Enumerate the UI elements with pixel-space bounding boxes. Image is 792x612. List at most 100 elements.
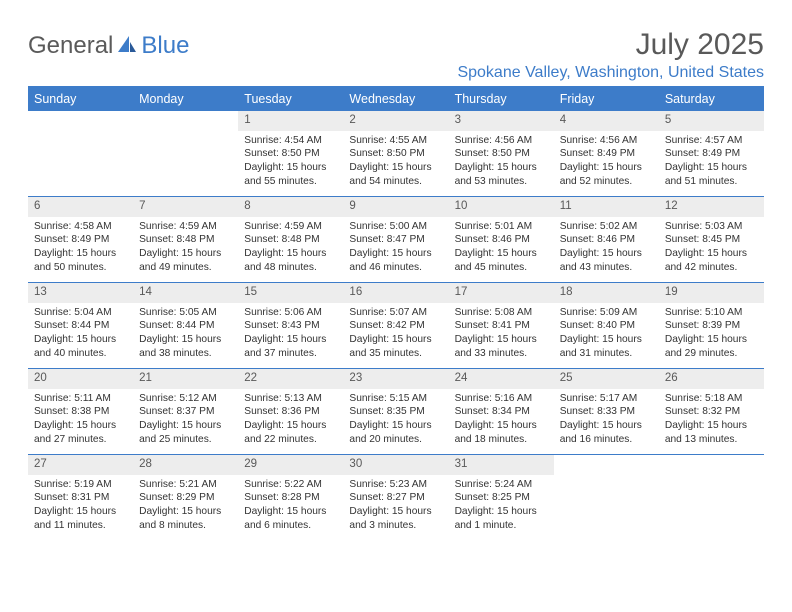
calendar-day-cell: 25Sunrise: 5:17 AMSunset: 8:33 PMDayligh… — [554, 369, 659, 455]
daylight-text: Daylight: 15 hours and 42 minutes. — [665, 247, 758, 275]
daylight-text: Daylight: 15 hours and 49 minutes. — [139, 247, 232, 275]
day-number: 5 — [659, 111, 764, 131]
calendar-day-cell: . — [659, 455, 764, 541]
day-number: 30 — [343, 455, 448, 475]
daylight-text: Daylight: 15 hours and 8 minutes. — [139, 505, 232, 533]
sunrise-text: Sunrise: 4:58 AM — [34, 220, 127, 234]
weekday-header: Saturday — [659, 87, 764, 111]
day-details: Sunrise: 5:07 AMSunset: 8:42 PMDaylight:… — [343, 303, 448, 365]
day-number: 16 — [343, 283, 448, 303]
sunset-text: Sunset: 8:31 PM — [34, 491, 127, 505]
daylight-text: Daylight: 15 hours and 50 minutes. — [34, 247, 127, 275]
day-number: 12 — [659, 197, 764, 217]
sunset-text: Sunset: 8:32 PM — [665, 405, 758, 419]
daylight-text: Daylight: 15 hours and 40 minutes. — [34, 333, 127, 361]
calendar-day-cell: . — [133, 111, 238, 197]
sunrise-text: Sunrise: 5:01 AM — [455, 220, 548, 234]
day-number: 6 — [28, 197, 133, 217]
sunrise-text: Sunrise: 4:56 AM — [560, 134, 653, 148]
sunrise-text: Sunrise: 5:00 AM — [349, 220, 442, 234]
daylight-text: Daylight: 15 hours and 52 minutes. — [560, 161, 653, 189]
sunrise-text: Sunrise: 5:11 AM — [34, 392, 127, 406]
day-number: 14 — [133, 283, 238, 303]
sunrise-text: Sunrise: 5:19 AM — [34, 478, 127, 492]
calendar-day-cell: 29Sunrise: 5:22 AMSunset: 8:28 PMDayligh… — [238, 455, 343, 541]
day-details: Sunrise: 5:22 AMSunset: 8:28 PMDaylight:… — [238, 475, 343, 537]
day-details: Sunrise: 5:23 AMSunset: 8:27 PMDaylight:… — [343, 475, 448, 537]
weekday-header: Thursday — [449, 87, 554, 111]
calendar-day-cell: 18Sunrise: 5:09 AMSunset: 8:40 PMDayligh… — [554, 283, 659, 369]
calendar-day-cell: 24Sunrise: 5:16 AMSunset: 8:34 PMDayligh… — [449, 369, 554, 455]
day-number: 7 — [133, 197, 238, 217]
sunset-text: Sunset: 8:33 PM — [560, 405, 653, 419]
day-details: Sunrise: 5:17 AMSunset: 8:33 PMDaylight:… — [554, 389, 659, 451]
sunrise-text: Sunrise: 4:56 AM — [455, 134, 548, 148]
calendar-day-cell: 27 Sunrise: 5:19 AMSunset: 8:31 PMDayligh… — [28, 455, 133, 541]
day-details: Sunrise: 4:58 AMSunset: 8:49 PMDaylight:… — [28, 217, 133, 279]
weekday-header: Friday — [554, 87, 659, 111]
sunrise-text: Sunrise: 5:07 AM — [349, 306, 442, 320]
daylight-text: Daylight: 15 hours and 13 minutes. — [665, 419, 758, 447]
weekday-header: Wednesday — [343, 87, 448, 111]
sunset-text: Sunset: 8:44 PM — [34, 319, 127, 333]
daylight-text: Daylight: 15 hours and 16 minutes. — [560, 419, 653, 447]
calendar-day-cell: 2Sunrise: 4:55 AMSunset: 8:50 PMDaylight… — [343, 111, 448, 197]
day-details: Sunrise: 5:01 AMSunset: 8:46 PMDaylight:… — [449, 217, 554, 279]
day-number: 10 — [449, 197, 554, 217]
daylight-text: Daylight: 15 hours and 55 minutes. — [244, 161, 337, 189]
calendar-day-cell: . — [554, 455, 659, 541]
sunset-text: Sunset: 8:47 PM — [349, 233, 442, 247]
daylight-text: Daylight: 15 hours and 31 minutes. — [560, 333, 653, 361]
sunrise-text: Sunrise: 5:17 AM — [560, 392, 653, 406]
calendar-day-cell: 6Sunrise: 4:58 AMSunset: 8:49 PMDaylight… — [28, 197, 133, 283]
sunset-text: Sunset: 8:48 PM — [244, 233, 337, 247]
daylight-text: Daylight: 15 hours and 33 minutes. — [455, 333, 548, 361]
day-number: 26 — [659, 369, 764, 389]
day-number: 19 — [659, 283, 764, 303]
day-number: 29 — [238, 455, 343, 475]
logo-text-blue: Blue — [141, 32, 189, 60]
calendar-day-cell: 3Sunrise: 4:56 AMSunset: 8:50 PMDaylight… — [449, 111, 554, 197]
day-number: 4 — [554, 111, 659, 131]
day-details: Sunrise: 4:55 AMSunset: 8:50 PMDaylight:… — [343, 131, 448, 193]
calendar-day-cell: 8Sunrise: 4:59 AMSunset: 8:48 PMDaylight… — [238, 197, 343, 283]
sunset-text: Sunset: 8:48 PM — [139, 233, 232, 247]
daylight-text: Daylight: 15 hours and 35 minutes. — [349, 333, 442, 361]
calendar-day-cell: 7Sunrise: 4:59 AMSunset: 8:48 PMDaylight… — [133, 197, 238, 283]
sunset-text: Sunset: 8:36 PM — [244, 405, 337, 419]
calendar-day-cell: 9Sunrise: 5:00 AMSunset: 8:47 PMDaylight… — [343, 197, 448, 283]
weekday-header: Tuesday — [238, 87, 343, 111]
sunrise-text: Sunrise: 5:04 AM — [34, 306, 127, 320]
sunrise-text: Sunrise: 5:13 AM — [244, 392, 337, 406]
sunset-text: Sunset: 8:44 PM — [139, 319, 232, 333]
daylight-text: Daylight: 15 hours and 11 minutes. — [34, 505, 127, 533]
page-header: General Blue July 2025 Spokane Valley, W… — [28, 28, 764, 82]
daylight-text: Daylight: 15 hours and 45 minutes. — [455, 247, 548, 275]
day-number: 31 — [449, 455, 554, 475]
calendar-day-cell: 19Sunrise: 5:10 AMSunset: 8:39 PMDayligh… — [659, 283, 764, 369]
location-subtitle: Spokane Valley, Washington, United State… — [457, 64, 764, 82]
title-block: July 2025 Spokane Valley, Washington, Un… — [457, 28, 764, 82]
sunrise-text: Sunrise: 5:24 AM — [455, 478, 548, 492]
calendar-day-cell: 12Sunrise: 5:03 AMSunset: 8:45 PMDayligh… — [659, 197, 764, 283]
daylight-text: Daylight: 15 hours and 1 minute. — [455, 505, 548, 533]
day-details: Sunrise: 5:15 AMSunset: 8:35 PMDaylight:… — [343, 389, 448, 451]
sunset-text: Sunset: 8:40 PM — [560, 319, 653, 333]
day-number: 20 — [28, 369, 133, 389]
calendar-day-cell: 31 Sunrise: 5:24 AMSunset: 8:25 PMDayligh… — [449, 455, 554, 541]
sunrise-text: Sunrise: 5:10 AM — [665, 306, 758, 320]
day-details: Sunrise: 5:09 AMSunset: 8:40 PMDaylight:… — [554, 303, 659, 365]
sunset-text: Sunset: 8:49 PM — [560, 147, 653, 161]
calendar-day-cell: 20Sunrise: 5:11 AMSunset: 8:38 PMDayligh… — [28, 369, 133, 455]
sunset-text: Sunset: 8:27 PM — [349, 491, 442, 505]
calendar-day-cell: 26Sunrise: 5:18 AMSunset: 8:32 PMDayligh… — [659, 369, 764, 455]
sunrise-text: Sunrise: 5:02 AM — [560, 220, 653, 234]
sunset-text: Sunset: 8:25 PM — [455, 491, 548, 505]
daylight-text: Daylight: 15 hours and 38 minutes. — [139, 333, 232, 361]
day-details: Sunrise: 5:16 AMSunset: 8:34 PMDaylight:… — [449, 389, 554, 451]
day-number: 27 — [28, 455, 133, 475]
logo-text-general: General — [28, 32, 113, 60]
sunrise-text: Sunrise: 5:09 AM — [560, 306, 653, 320]
day-details: Sunrise: 5:13 AMSunset: 8:36 PMDaylight:… — [238, 389, 343, 451]
sunrise-text: Sunrise: 5:06 AM — [244, 306, 337, 320]
